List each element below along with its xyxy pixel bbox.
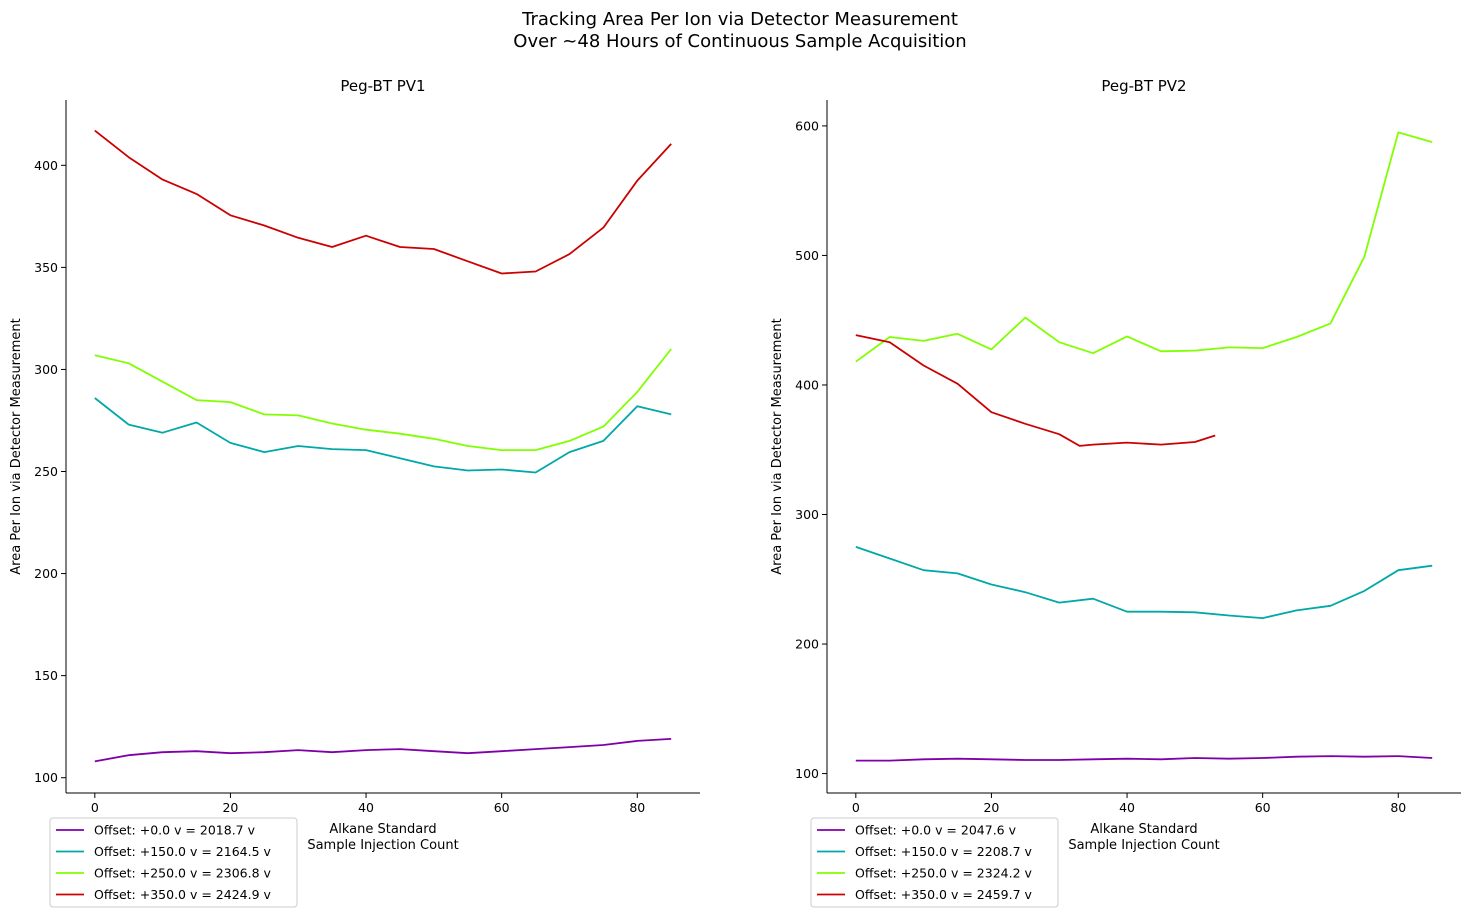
x-axis-label-line1: Alkane Standard — [329, 822, 436, 837]
legend-label: Offset: +0.0 v = 2018.7 v — [94, 823, 256, 838]
y-tick-label: 600 — [795, 118, 819, 133]
chart-panel-1: Peg-BT PV1 0 20 40 60 80 100 150 200 250 300 350 400… — [9, 77, 700, 908]
y-tick-label: 400 — [795, 377, 819, 392]
x-tick-label: 0 — [852, 800, 860, 815]
series-line-2 — [855, 546, 1433, 619]
x-tick-label: 80 — [1390, 800, 1406, 815]
y-tick-label: 400 — [34, 158, 58, 173]
x-tick-label: 80 — [629, 800, 645, 815]
x-axis-label-line1: Alkane Standard — [1090, 822, 1197, 837]
legend-label: Offset: +150.0 v = 2164.5 v — [94, 844, 272, 859]
legend: Offset: +0.0 v = 2047.6 v Offset: +150.0 … — [810, 817, 1059, 908]
y-tick-label: 150 — [34, 668, 58, 683]
y-tick-label: 200 — [34, 566, 58, 581]
x-tick-label: 60 — [494, 800, 510, 815]
series-line-1 — [855, 755, 1433, 762]
x-tick-label: 20 — [983, 800, 999, 815]
legend-label: Offset: +150.0 v = 2208.7 v — [855, 844, 1033, 859]
series-line-3 — [855, 131, 1433, 363]
y-tick-label: 350 — [34, 260, 58, 275]
chart-title: Peg-BT PV1 — [340, 77, 425, 95]
legend-label: Offset: +350.0 v = 2424.9 v — [94, 887, 272, 902]
x-axis-label-line2: Sample Injection Count — [307, 838, 458, 853]
legend-frame — [49, 817, 298, 908]
series-line-4 — [855, 334, 1216, 447]
x-tick-label: 40 — [1119, 800, 1135, 815]
x-axis-label-line2: Sample Injection Count — [1068, 838, 1219, 853]
legend-frame — [810, 817, 1059, 908]
y-tick-label: 300 — [795, 507, 819, 522]
figure-title-line1: Tracking Area Per Ion via Detector Measu… — [521, 9, 958, 30]
legend-label: Offset: +250.0 v = 2306.8 v — [94, 866, 272, 881]
y-tick-label: 100 — [34, 770, 58, 785]
y-tick-label: 500 — [795, 248, 819, 263]
legend: Offset: +0.0 v = 2018.7 v Offset: +150.0 … — [49, 817, 298, 908]
y-tick-label: 200 — [795, 637, 819, 652]
figure-title-line2: Over ~48 Hours of Continuous Sample Acqu… — [513, 31, 966, 52]
x-tick-label: 20 — [222, 800, 238, 815]
x-tick-label: 0 — [91, 800, 99, 815]
chart-panel-2: Peg-BT PV2 0 20 40 60 80 100 200 300 400 500 600 Alk… — [770, 77, 1461, 908]
x-tick-label: 40 — [358, 800, 374, 815]
y-axis-label: Area Per Ion via Detector Measurement — [9, 318, 24, 575]
series-line-1 — [94, 738, 672, 763]
series-line-3 — [94, 348, 672, 452]
y-axis-label: Area Per Ion via Detector Measurement — [770, 318, 785, 575]
legend-label: Offset: +350.0 v = 2459.7 v — [855, 887, 1033, 902]
series-line-4 — [94, 129, 672, 275]
y-tick-label: 100 — [795, 766, 819, 781]
y-tick-label: 250 — [34, 464, 58, 479]
series-line-2 — [94, 397, 672, 474]
legend-label: Offset: +0.0 v = 2047.6 v — [855, 823, 1017, 838]
legend-label: Offset: +250.0 v = 2324.2 v — [855, 866, 1033, 881]
chart-title: Peg-BT PV2 — [1101, 77, 1186, 95]
y-tick-label: 300 — [34, 362, 58, 377]
x-tick-label: 60 — [1255, 800, 1271, 815]
